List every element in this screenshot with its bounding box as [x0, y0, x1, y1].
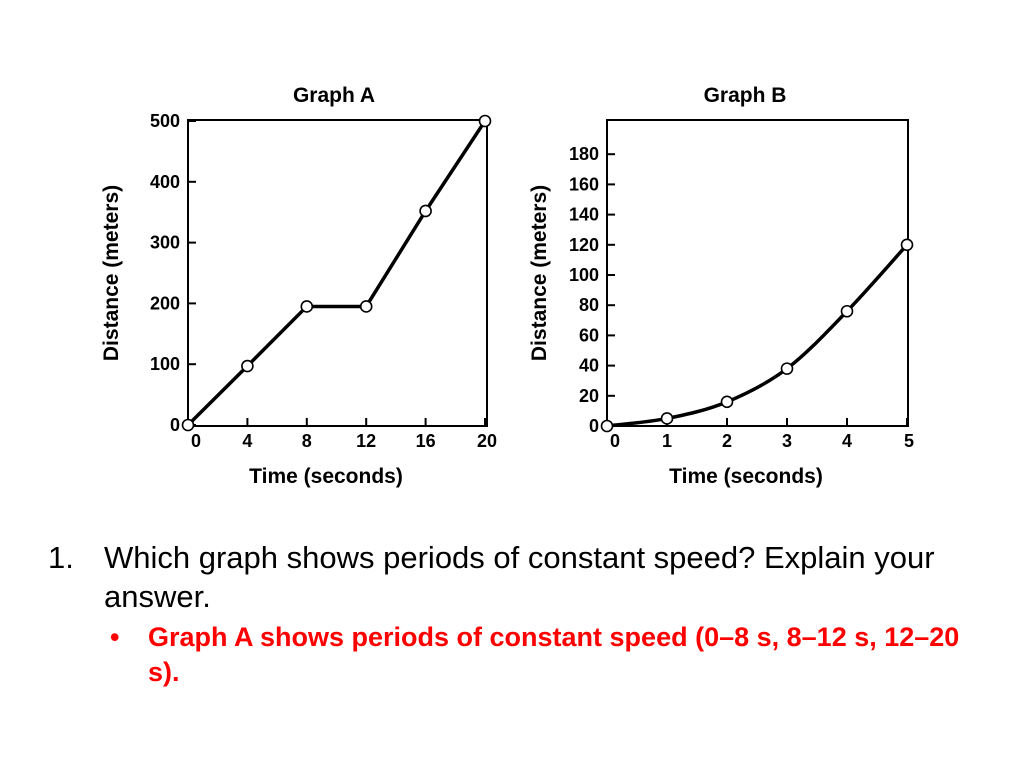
- graph-a-y-tick-label: 100: [150, 354, 180, 374]
- graph-a-y-axis-label: Distance (meters): [100, 185, 123, 361]
- question-block: 1. Which graph shows periods of constant…: [48, 538, 988, 690]
- graph-a-y-tick-label: 200: [150, 293, 180, 313]
- graph-b-data-point: [840, 304, 854, 318]
- graph-a-x-tick-label: 20: [477, 431, 497, 451]
- graph-a-data-point: [419, 204, 432, 218]
- graph-a-ticks: 0 100 200 300 400 500 0 4 8 12 16 20: [150, 111, 497, 451]
- graph-b-x-tick-label: 4: [842, 431, 852, 451]
- graph-a-y-tick-label: 300: [150, 233, 180, 253]
- graph-b-y-tick-label: 60: [579, 325, 599, 345]
- graph-a-marks: [181, 114, 492, 432]
- graph-a-frame: [187, 119, 488, 427]
- graph-b-title: Graph B: [704, 84, 787, 107]
- graph-a-x-tick-label: 8: [302, 431, 312, 451]
- graph-b-x-tick-label: 1: [662, 431, 672, 451]
- graph-a-title: Graph A: [293, 84, 375, 107]
- graph-b-ticks: 0 20 40 60 80 100 120 140 160 180 0 1 2 3 4 5: [569, 144, 914, 451]
- graph-b-x-tick-label: 2: [722, 431, 732, 451]
- graph-b-x-axis-label: Time (seconds): [669, 465, 823, 488]
- graph-b-y-tick-label: 0: [589, 416, 599, 436]
- graph-a-x-tick-label: 12: [356, 431, 376, 451]
- graph-a-data-point: [478, 114, 492, 128]
- graph-b-marks: [600, 238, 914, 433]
- graph-b-y-tick-label: 140: [569, 205, 599, 225]
- answer-row: • Graph A shows periods of constant spee…: [104, 620, 988, 690]
- graph-a-x-tick-label: 4: [242, 431, 252, 451]
- graph-a: Graph A Time (seconds) Distance (meters)…: [100, 84, 497, 488]
- graph-b-data-point: [780, 362, 794, 375]
- question-text: Which graph shows periods of constant sp…: [104, 540, 935, 614]
- graph-b-y-axis-label: Distance (meters): [528, 185, 551, 361]
- graph-a-series-line: [186, 119, 487, 427]
- graph-b-y-tick-label: 120: [569, 235, 599, 255]
- question-row: 1. Which graph shows periods of constant…: [48, 538, 988, 616]
- graph-b-data-point: [600, 419, 614, 433]
- answer-text: Graph A shows periods of constant speed …: [148, 622, 960, 687]
- graph-b-frame: [606, 119, 909, 427]
- graph-a-x-tick-label: 16: [416, 431, 436, 451]
- graph-b-data-point: [660, 412, 674, 425]
- graph-b-y-tick-label: 40: [579, 356, 599, 376]
- graph-b-y-tick-label: 80: [579, 295, 599, 315]
- graph-b-y-tick-label: 180: [569, 144, 599, 164]
- graph-a-data-point: [181, 418, 195, 432]
- graph-b-y-tick-label: 20: [579, 386, 599, 406]
- graph-b-x-tick-label: 3: [782, 431, 792, 451]
- graph-a-data-point: [241, 359, 254, 373]
- graph-b-x-tick-label: 5: [904, 431, 914, 451]
- graph-a-x-tick-label: 0: [191, 431, 201, 451]
- charts-area: Graph A Time (seconds) Distance (meters)…: [100, 84, 914, 488]
- answer-bullet: •: [110, 622, 120, 652]
- graph-b-data-point: [900, 238, 914, 252]
- graph-b-data-point: [720, 395, 734, 409]
- graph-a-data-point: [359, 300, 373, 313]
- graph-a-y-tick-label: 500: [150, 111, 180, 131]
- question-number: 1.: [48, 540, 74, 575]
- graph-a-y-tick-label: 400: [150, 172, 180, 192]
- graph-b-x-tick-label: 0: [610, 431, 620, 451]
- graph-b-series-line: [605, 243, 909, 428]
- graph-b-y-tick-label: 160: [569, 174, 599, 194]
- graph-b-y-tick-label: 100: [569, 265, 599, 285]
- graph-b: Graph B Time (seconds) Distance (meters)…: [528, 84, 914, 488]
- graph-a-x-axis-label: Time (seconds): [249, 465, 403, 488]
- graph-a-y-tick-label: 0: [170, 415, 180, 435]
- graph-a-data-point: [300, 300, 314, 313]
